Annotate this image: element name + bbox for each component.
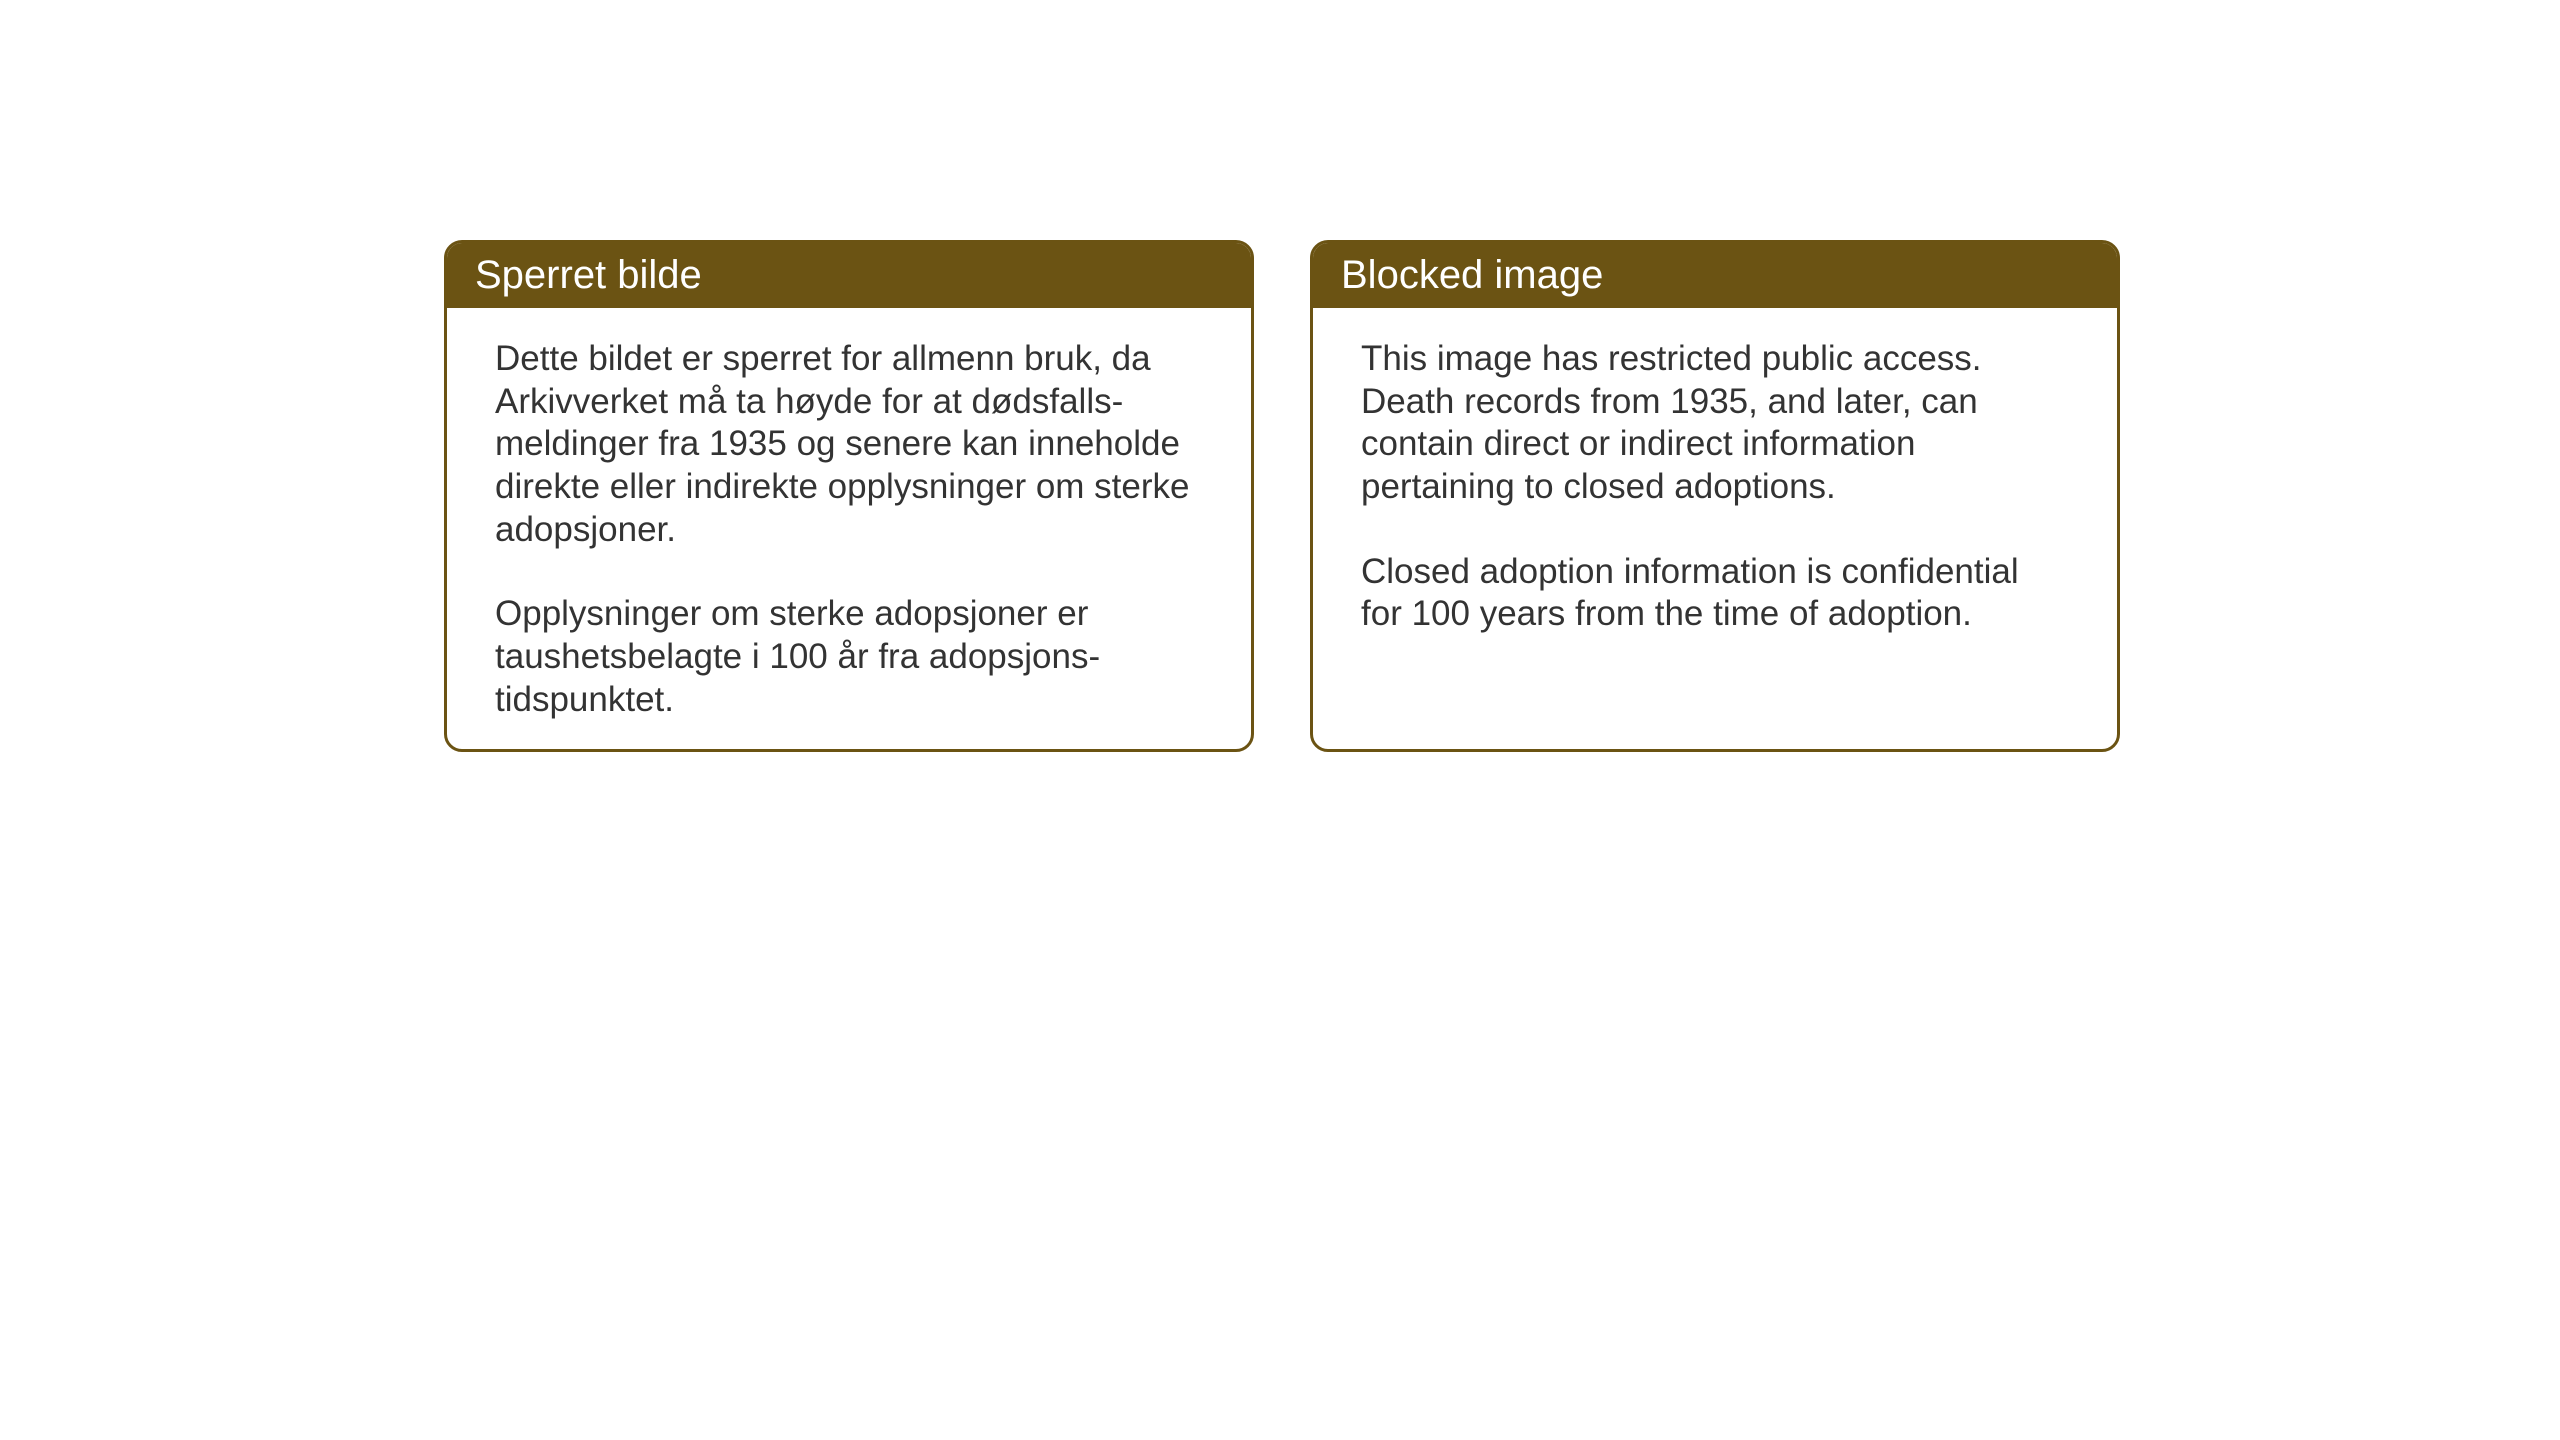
norwegian-paragraph-2: Opplysninger om sterke adopsjoner er tau…	[495, 593, 1203, 721]
cards-container: Sperret bilde Dette bildet er sperret fo…	[444, 240, 2120, 752]
norwegian-card: Sperret bilde Dette bildet er sperret fo…	[444, 240, 1254, 752]
english-card-body: This image has restricted public access.…	[1313, 308, 2117, 666]
norwegian-card-body: Dette bildet er sperret for allmenn bruk…	[447, 308, 1251, 752]
norwegian-paragraph-1: Dette bildet er sperret for allmenn bruk…	[495, 338, 1203, 551]
english-paragraph-1: This image has restricted public access.…	[1361, 338, 2069, 509]
english-card-header: Blocked image	[1313, 243, 2117, 308]
norwegian-card-header: Sperret bilde	[447, 243, 1251, 308]
norwegian-card-title: Sperret bilde	[475, 253, 702, 297]
english-card: Blocked image This image has restricted …	[1310, 240, 2120, 752]
english-card-title: Blocked image	[1341, 253, 1603, 297]
english-paragraph-2: Closed adoption information is confident…	[1361, 551, 2069, 636]
